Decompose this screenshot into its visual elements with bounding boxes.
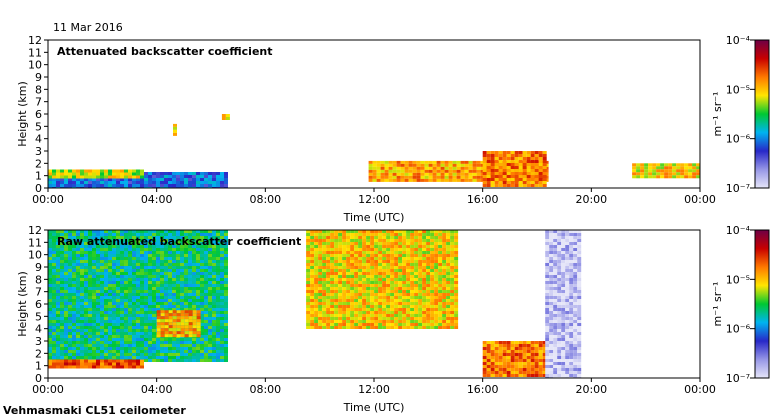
x-axis: 00:00 04:00 08:00 12:00 16:00 20:00 00:00 — [32, 188, 716, 206]
y-tick-label: 3 — [35, 335, 42, 348]
heatmap-feature — [48, 230, 228, 362]
y-tick-label: 1 — [35, 360, 42, 373]
panel-attenuated-backscatter: Attenuated backscatter coefficient 01234… — [16, 34, 716, 224]
y-tick-label: 2 — [35, 157, 42, 170]
x-tick-label: 20:00 — [575, 383, 607, 396]
colorbar-raw: 10⁻⁷ 10⁻⁶ 10⁻⁵ 10⁻⁴ m⁻¹ sr⁻¹ — [711, 224, 770, 385]
heatmap-feature — [632, 163, 700, 179]
y-tick-label: 8 — [35, 83, 42, 96]
heatmap-feature — [156, 310, 201, 338]
y-axis-label: Height (km) — [16, 81, 29, 147]
y-tick-label: 0 — [35, 372, 42, 385]
y-tick-label: 11 — [28, 236, 42, 249]
y-tick-label: 2 — [35, 347, 42, 360]
y-tick-label: 4 — [35, 133, 42, 146]
x-tick-label: 08:00 — [249, 193, 281, 206]
x-axis: 00:00 04:00 08:00 12:00 16:00 20:00 00:00 — [32, 378, 716, 396]
y-tick-label: 6 — [35, 298, 42, 311]
colorbar-tick-label: 10⁻⁴ — [726, 224, 751, 237]
colorbar-ticks: 10⁻⁷ 10⁻⁶ 10⁻⁵ 10⁻⁴ — [726, 224, 755, 385]
y-tick-label: 11 — [28, 46, 42, 59]
x-tick-label: 04:00 — [141, 383, 173, 396]
x-tick-label: 12:00 — [358, 193, 390, 206]
heatmap-feature — [173, 123, 177, 136]
x-tick-label: 00:00 — [684, 193, 716, 206]
colorbar-gradient — [754, 39, 770, 189]
heatmap-feature — [545, 230, 582, 378]
colorbar-attenuated: 10⁻⁷ 10⁻⁶ 10⁻⁵ 10⁻⁴ m⁻¹ sr⁻¹ — [711, 34, 770, 195]
colorbar-tick-label: 10⁻⁷ — [726, 182, 750, 195]
colorbar-tick-label: 10⁻⁵ — [726, 83, 750, 96]
heatmap-feature — [48, 169, 144, 179]
colorbar-label: m⁻¹ sr⁻¹ — [711, 92, 724, 137]
heatmap-feature — [306, 230, 459, 329]
colorbar-tick-label: 10⁻⁵ — [726, 273, 750, 286]
y-tick-label: 0 — [35, 182, 42, 195]
x-tick-label: 16:00 — [467, 383, 499, 396]
y-tick-label: 6 — [35, 108, 42, 121]
panel-raw-attenuated-backscatter: Raw attenuated backscatter coefficient 0… — [16, 224, 716, 414]
footer-instrument-label: Vehmasmaki CL51 ceilometer — [3, 404, 186, 417]
colorbar-tick-label: 10⁻⁴ — [726, 34, 751, 47]
y-tick-label: 5 — [35, 310, 42, 323]
x-axis-label: Time (UTC) — [343, 211, 405, 224]
x-tick-label: 00:00 — [32, 383, 64, 396]
y-tick-label: 4 — [35, 323, 42, 336]
x-axis-label: Time (UTC) — [343, 401, 405, 414]
y-tick-label: 12 — [28, 34, 42, 47]
heatmap-feature — [482, 151, 547, 187]
y-tick-label: 8 — [35, 273, 42, 286]
y-tick-label: 10 — [28, 249, 42, 262]
heatmap-feature — [482, 341, 547, 377]
x-tick-label: 16:00 — [467, 193, 499, 206]
colorbar-gradient — [754, 229, 770, 379]
colorbar-tick-label: 10⁻⁶ — [726, 133, 751, 146]
x-tick-label: 04:00 — [141, 193, 173, 206]
y-tick-label: 12 — [28, 224, 42, 237]
x-tick-label: 08:00 — [249, 383, 281, 396]
y-tick-label: 7 — [35, 286, 42, 299]
heatmap-feature — [48, 359, 144, 369]
x-tick-label: 00:00 — [684, 383, 716, 396]
date-label: 11 Mar 2016 — [53, 21, 123, 34]
y-tick-label: 1 — [35, 170, 42, 183]
heatmap-attenuated-backscatter — [48, 114, 700, 188]
colorbar-tick-label: 10⁻⁷ — [726, 372, 750, 385]
x-tick-label: 00:00 — [32, 193, 64, 206]
colorbar-tick-label: 10⁻⁶ — [726, 323, 751, 336]
heatmap-feature — [221, 114, 230, 120]
y-tick-label: 3 — [35, 145, 42, 158]
y-tick-label: 9 — [35, 261, 42, 274]
colorbar-label: m⁻¹ sr⁻¹ — [711, 282, 724, 327]
y-tick-label: 9 — [35, 71, 42, 84]
y-tick-label: 7 — [35, 96, 42, 109]
colorbar-ticks: 10⁻⁷ 10⁻⁶ 10⁻⁵ 10⁻⁴ — [726, 34, 755, 195]
x-tick-label: 20:00 — [575, 193, 607, 206]
heatmap-raw-attenuated-backscatter — [48, 230, 582, 378]
y-tick-label: 10 — [28, 59, 42, 72]
y-axis-label: Height (km) — [16, 271, 29, 337]
y-tick-label: 5 — [35, 120, 42, 133]
panel-title: Raw attenuated backscatter coefficient — [57, 235, 301, 248]
x-tick-label: 12:00 — [358, 383, 390, 396]
panel-title: Attenuated backscatter coefficient — [57, 45, 273, 58]
